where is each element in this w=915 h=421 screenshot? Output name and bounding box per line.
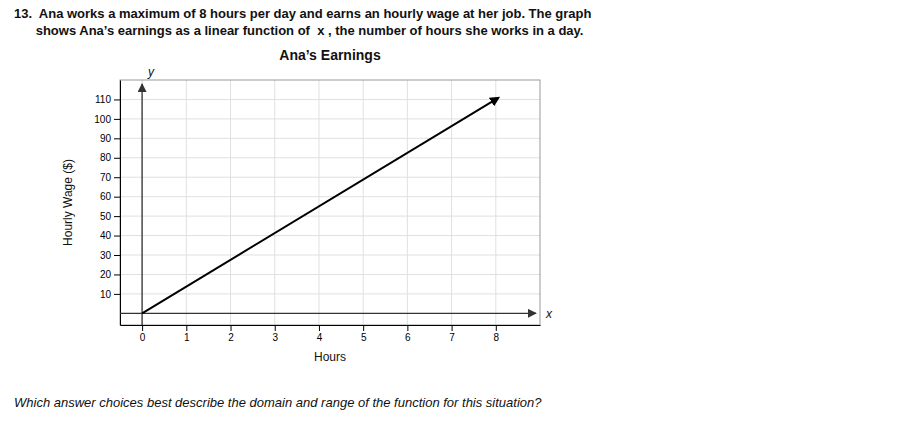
y-tick: 30 [100,250,120,261]
grid-line-x [230,80,231,325]
grid-line-x [495,80,496,325]
x-axis-line [121,325,541,326]
x-tick-label: 0 [140,332,146,343]
y-tick: 60 [100,191,120,202]
y-tick-mark [114,216,120,217]
x-tick: 6 [405,325,411,343]
x-tick-mark [452,325,453,331]
x-tick: 1 [184,325,190,343]
x-tick-mark [275,325,276,331]
grid-line-y [120,177,540,178]
x-tick: 2 [228,325,234,343]
grid-line-x [142,80,143,325]
x-tick-label: 2 [228,332,234,343]
y-tick-label: 110 [95,94,111,105]
x-tick-mark [496,325,497,331]
y-tick-label: 20 [100,269,112,280]
x-tick-mark [363,325,364,331]
x-tick-label: 3 [272,332,278,343]
grid-line-x [451,80,452,325]
x-tick-mark [142,325,143,331]
x-tick-label: 7 [449,332,455,343]
x-tick: 5 [361,325,367,343]
y-tick-mark [114,255,120,256]
grid-line-y [120,118,540,119]
grid-line-y [120,157,540,158]
grid-line-y [120,255,540,256]
y-tick-mark [114,274,120,275]
x-tick-mark [407,325,408,331]
plot-area [142,99,496,313]
y-tick-label: 50 [100,211,112,222]
y-tick-mark [114,236,120,237]
y-tick: 90 [100,133,120,144]
chart: 13. Ana works a maximum of 8 hours per d… [0,0,915,421]
grid [120,80,540,325]
y-tick-mark [114,158,120,159]
y-tick-label: 30 [100,250,112,261]
grid-line-y [120,274,540,275]
x-tick: 4 [317,325,323,343]
y-tick-label: 40 [100,230,112,241]
y-tick: 50 [100,211,120,222]
grid-line-y [120,196,540,197]
y-tick: 110 [95,94,120,105]
plot-frame [120,80,540,325]
x-tick-mark [186,325,187,331]
y-tick-label: 100 [94,114,111,125]
y-tick-label: 70 [100,172,112,183]
x-axis-end-label: x [545,307,553,321]
grid-line-x [274,80,275,325]
y-tick-label: 10 [100,289,112,300]
y-tick: 80 [100,152,120,163]
grid-line-y [120,235,540,236]
y-axis-title: Hourly Wage ($) [61,159,75,246]
x-axis-title: Hours [314,350,346,364]
x-tick-label: 4 [317,332,323,343]
zero-axis-y [141,84,142,325]
y-tick: 20 [100,269,120,280]
footer-text: Which answer choices best describe the d… [14,395,542,410]
y-tick: 10 [100,289,120,300]
y-tick-label: 60 [100,191,112,202]
x-tick: 7 [449,325,455,343]
y-tick: 70 [100,172,120,183]
y-tick-mark [114,99,120,100]
header-text: 13. Ana works a maximum of 8 hours per d… [14,6,592,21]
y-axis-end-label: y [147,65,155,79]
grid-line-y [120,138,540,139]
grid-line-y [120,99,540,100]
y-axis-line [120,81,121,326]
data-line [142,99,496,313]
x-tick: 3 [272,325,278,343]
x-axis: 0 1 2 3 4 5 6 7 8 [121,325,541,343]
y-tick-label: 90 [100,133,112,144]
grid-line-x [318,80,319,325]
x-tick-label: 1 [184,332,190,343]
zero-axis-x [120,313,536,314]
x-tick-label: 8 [494,332,500,343]
y-axis: 10 20 30 40 50 60 70 80 90 100 110 [94,81,120,326]
grid-line-x [363,80,364,325]
x-tick-label: 5 [361,332,367,343]
header-text: shows Ana’s earnings as a linear functio… [14,23,583,38]
grid-line-y [120,293,540,294]
y-tick: 100 [94,114,120,125]
grid-line-y [120,216,540,217]
y-tick-mark [114,177,120,178]
grid-line-x [407,80,408,325]
y-tick-mark [114,294,120,295]
y-tick: 40 [100,230,120,241]
x-tick-mark [231,325,232,331]
grid-line-x [186,80,187,325]
title: Ana’s Earnings [279,47,381,63]
y-tick-mark [114,197,120,198]
y-tick-mark [114,138,120,139]
x-tick: 8 [494,325,500,343]
x-tick: 0 [140,325,146,343]
y-tick-mark [114,119,120,120]
x-tick-mark [319,325,320,331]
x-tick-label: 6 [405,332,411,343]
y-tick-label: 80 [100,152,112,163]
